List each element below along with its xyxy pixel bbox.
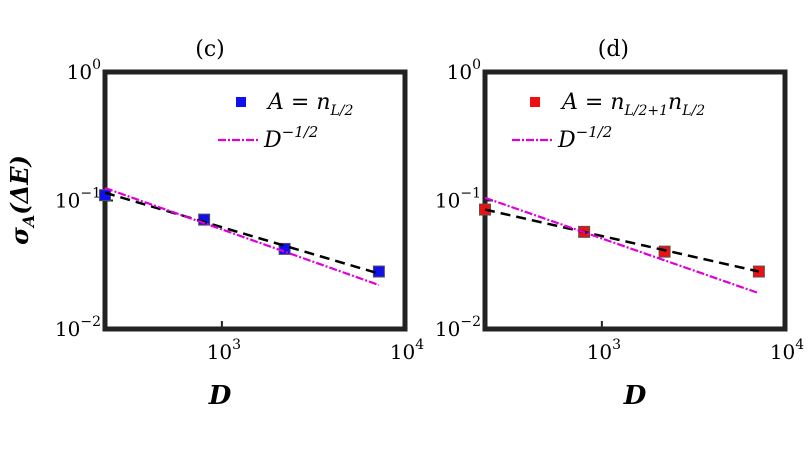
reference-line bbox=[104, 187, 380, 287]
legend-marker bbox=[236, 97, 246, 107]
legend-subscript: L/2 bbox=[681, 103, 705, 119]
x-axis-label: D bbox=[623, 381, 647, 411]
axes-box bbox=[102, 69, 408, 332]
tick-exponent: 4 bbox=[795, 337, 804, 353]
tick-exponent: −1 bbox=[80, 186, 101, 202]
legend-label: A = nL/2 bbox=[266, 90, 353, 119]
panel-title: (c) bbox=[195, 37, 225, 62]
fit-line bbox=[484, 208, 760, 273]
legend-exponent: −1/2 bbox=[576, 123, 613, 141]
reference-line bbox=[484, 196, 760, 295]
y-tick-label: 10−2 bbox=[55, 314, 101, 341]
legend-base: A = bbox=[266, 90, 316, 115]
tick-exponent: −2 bbox=[460, 314, 481, 330]
legend-subscript: L/2+1 bbox=[623, 103, 668, 119]
tick-exponent: −2 bbox=[80, 314, 101, 330]
y-tick-label: 100 bbox=[67, 57, 101, 84]
legend-base: D bbox=[263, 128, 282, 153]
y-axis-label: σA(ΔE) bbox=[5, 155, 38, 245]
legend-base: D bbox=[557, 128, 576, 153]
y-tick-label: 10−2 bbox=[435, 314, 481, 341]
tick-mantissa: 10 bbox=[587, 340, 612, 364]
x-axis-label: D bbox=[208, 381, 232, 411]
tick-mantissa: 10 bbox=[55, 189, 80, 213]
x-tick-label: 104 bbox=[390, 337, 424, 364]
legend: A = nL/2 D−1/2 bbox=[218, 90, 353, 153]
legend-n: n bbox=[668, 90, 682, 115]
legend-label: D−1/2 bbox=[557, 123, 612, 153]
tick-exponent: 3 bbox=[232, 337, 241, 353]
legend-label: A = nL/2+1nL/2 bbox=[560, 90, 705, 119]
tick-mantissa: 10 bbox=[435, 317, 460, 341]
tick-mantissa: 10 bbox=[390, 340, 415, 364]
legend-n: n bbox=[610, 90, 624, 115]
legend-n: n bbox=[316, 90, 330, 115]
tick-exponent: 0 bbox=[472, 57, 481, 73]
tick-exponent: 0 bbox=[92, 57, 101, 73]
y-tick-label: 100 bbox=[447, 57, 481, 84]
x-tick-label: 103 bbox=[207, 337, 241, 364]
data-point bbox=[658, 245, 671, 258]
legend-exponent: −1/2 bbox=[282, 123, 319, 141]
legend-subscript: L/2 bbox=[329, 103, 353, 119]
data-point bbox=[99, 189, 111, 202]
legend-base: A = bbox=[560, 90, 610, 115]
panel-title: (d) bbox=[598, 37, 629, 62]
tick-exponent: 4 bbox=[415, 337, 424, 353]
fit-line bbox=[104, 191, 380, 275]
tick-mantissa: 10 bbox=[447, 60, 472, 84]
tick-mantissa: 10 bbox=[207, 340, 232, 364]
x-tick-label: 104 bbox=[770, 337, 804, 364]
tick-mantissa: 10 bbox=[770, 340, 795, 364]
tick-exponent: 3 bbox=[612, 337, 621, 353]
x-tick-label: 103 bbox=[587, 337, 621, 364]
tick-mantissa: 10 bbox=[435, 189, 460, 213]
tick-exponent: −1 bbox=[460, 186, 481, 202]
tick-mantissa: 10 bbox=[55, 317, 80, 341]
y-tick-label: 10−1 bbox=[55, 186, 101, 213]
y-tick-label: 10−1 bbox=[435, 186, 481, 213]
legend-marker bbox=[530, 97, 540, 107]
legend: A = nL/2+1nL/2D−1/2 bbox=[512, 90, 705, 153]
tick-mantissa: 10 bbox=[67, 60, 92, 84]
legend-label: D−1/2 bbox=[263, 123, 318, 153]
